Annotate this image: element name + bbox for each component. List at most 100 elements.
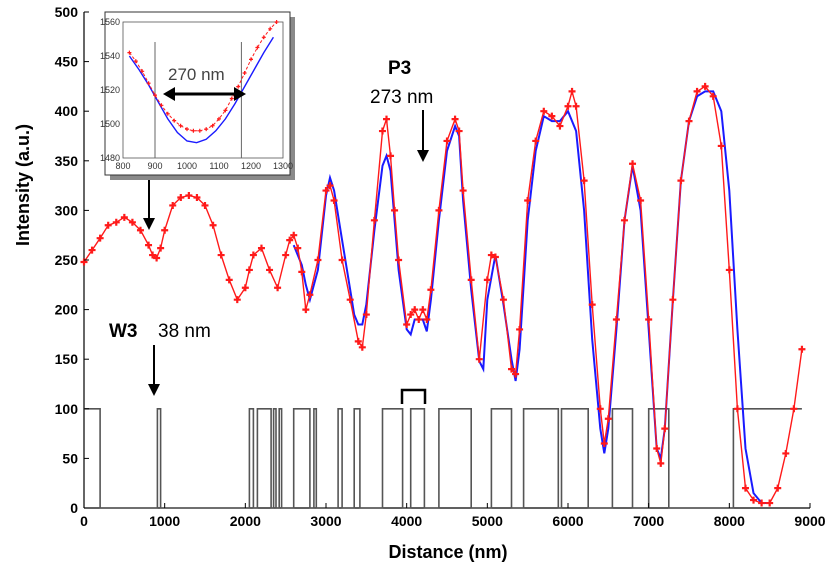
y-tick-label: 350	[55, 153, 79, 169]
measured-data-point	[467, 276, 475, 284]
measured-data-point	[149, 251, 157, 259]
y-tick-label: 300	[55, 202, 79, 218]
measured-data-point	[435, 206, 443, 214]
measured-data-point	[326, 182, 334, 190]
measured-data-point	[157, 244, 165, 252]
inset-measured-point	[268, 26, 273, 31]
measured-data-point	[701, 82, 709, 90]
w3-label: W3	[109, 321, 138, 342]
inset-width-label: 270 nm	[168, 65, 225, 84]
annotation-layer: P3 273 nm W3 38 nm	[109, 58, 433, 404]
measured-data-point	[128, 218, 136, 226]
measured-data-point	[532, 137, 540, 145]
measured-data-point	[508, 365, 516, 373]
y-tick-label: 500	[55, 4, 79, 20]
x-tick-label: 2000	[230, 513, 261, 529]
measured-data-point	[483, 276, 491, 284]
measured-data-point	[572, 102, 580, 110]
p3-width-bracket	[400, 388, 427, 404]
inset-x-tick-label: 900	[147, 161, 162, 171]
measured-data-point	[427, 286, 435, 294]
measured-data-point	[330, 196, 338, 204]
measured-data-point	[290, 231, 298, 239]
inset-measured-point	[146, 81, 151, 86]
y-tick-label: 150	[55, 351, 79, 367]
measured-data-point	[185, 192, 193, 200]
inset-measured-point	[249, 57, 253, 62]
inset-measured-point	[178, 123, 183, 128]
measured-data-point	[411, 306, 419, 314]
measured-data-point	[419, 306, 427, 314]
y-tick-label: 450	[55, 54, 79, 70]
measured-data-point	[112, 218, 120, 226]
y-axis-title: Intensity (a.u.)	[13, 124, 33, 246]
measured-data-point	[491, 253, 499, 261]
inset-width-arrow	[163, 87, 246, 101]
measured-data-point	[588, 301, 596, 309]
measured-data-point	[362, 311, 370, 319]
measured-data-point	[395, 256, 403, 264]
inset-measured-point	[185, 127, 189, 132]
x-tick-label: 6000	[552, 513, 583, 529]
x-tick-label: 7000	[633, 513, 664, 529]
measured-data-point	[407, 311, 415, 319]
inset-y-tick-label: 1480	[100, 153, 120, 163]
measured-data-point	[499, 296, 507, 304]
measured-data-point	[455, 127, 463, 135]
measured-data-point	[443, 137, 451, 145]
measured-data-point	[266, 266, 274, 274]
measured-data-point	[161, 226, 169, 234]
measured-data-point	[600, 440, 608, 448]
measured-data-point	[88, 246, 96, 254]
inset-measured-point	[172, 118, 177, 123]
x-tick-label: 3000	[310, 513, 341, 529]
measured-data-point	[298, 268, 306, 276]
measured-data-point	[383, 115, 390, 123]
measured-data-point	[556, 122, 564, 130]
measured-data-point	[209, 221, 217, 229]
measured-data-point	[612, 316, 620, 324]
measured-data-point	[241, 284, 249, 292]
measured-data-point	[451, 115, 459, 123]
inset-y-tick-label: 1540	[100, 51, 120, 61]
measured-data-point	[604, 415, 612, 423]
measured-data-point	[96, 234, 104, 242]
measured-data-point	[669, 296, 677, 304]
measured-data-point	[620, 216, 628, 224]
measured-data-point	[661, 425, 669, 433]
inset-measured-point	[261, 35, 266, 40]
measured-data-point	[645, 316, 653, 324]
inset-y-tick-label: 1500	[100, 119, 120, 129]
inset-measured-point	[165, 111, 170, 116]
measured-data-point	[758, 499, 766, 507]
measured-data-point	[358, 343, 366, 351]
measured-data-point	[322, 187, 330, 195]
inset-x-tick-label: 800	[115, 161, 130, 171]
measured-data-point	[225, 276, 233, 284]
inset-plot-area: 800 900 1000 1100 1200 1300 1480 1500 1520 1540 15…	[100, 17, 293, 171]
measured-data-point	[596, 405, 604, 413]
measured-data-point	[169, 201, 177, 209]
measured-data-point	[629, 160, 637, 168]
measured-data-point	[725, 266, 733, 274]
y-tick-label: 200	[55, 302, 79, 318]
pattern-step-line	[84, 407, 802, 509]
measured-data-point	[750, 496, 758, 504]
x-tick-label: 0	[80, 513, 88, 529]
y-tick-label: 50	[62, 450, 78, 466]
measured-data-point	[282, 251, 290, 259]
inset-measured-point	[236, 84, 241, 89]
measured-data-point	[516, 325, 524, 333]
measured-data-point	[217, 251, 225, 259]
tick-layer: 0 1000 2000 3000 4000 5000 6000 7000 8000 9000 0 50…	[55, 4, 826, 529]
series-layer	[80, 82, 806, 509]
measured-data-point	[782, 449, 790, 457]
measured-data-point	[294, 244, 302, 252]
measured-data-point	[306, 291, 314, 299]
measured-data-point	[717, 142, 725, 150]
measured-data-point	[733, 405, 741, 413]
measured-data-point	[653, 444, 661, 452]
x-tick-label: 9000	[794, 513, 825, 529]
